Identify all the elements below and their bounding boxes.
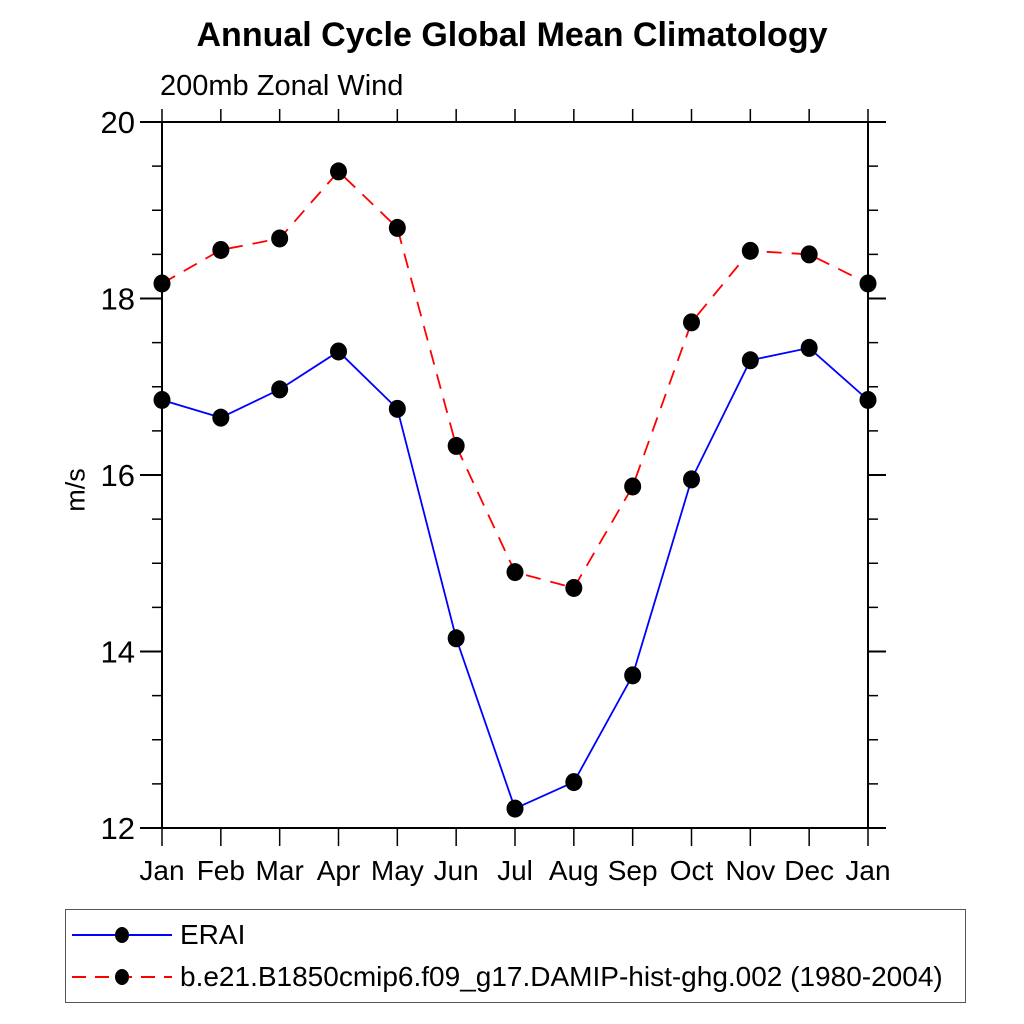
- y-tick-label: 18: [101, 282, 135, 317]
- data-point-marker-s0: [800, 338, 818, 357]
- data-point-marker-s1: [624, 477, 642, 496]
- data-point-marker-s1: [330, 162, 347, 181]
- y-tick-label: 20: [101, 105, 135, 140]
- data-point-marker-s0: [212, 408, 230, 427]
- x-tick-label: Feb: [197, 855, 245, 886]
- y-tick-label: 14: [101, 635, 135, 670]
- data-point-marker-s0: [683, 470, 700, 489]
- x-tick-label: Oct: [670, 855, 714, 886]
- x-tick-label: Apr: [317, 855, 361, 886]
- left-axis-subtitle: 200mb Zonal Wind: [160, 70, 404, 102]
- x-tick-label: Jan: [845, 855, 890, 886]
- data-point-marker-s1: [506, 563, 524, 582]
- x-tick-label: Jun: [434, 855, 479, 886]
- chart-title: Annual Cycle Global Mean Climatology: [196, 16, 828, 54]
- legend-line-sample-dashed: [72, 969, 172, 986]
- legend-marker-dot: [115, 969, 129, 986]
- y-tick-label: 12: [101, 811, 135, 846]
- data-point-marker-s0: [506, 799, 524, 818]
- x-tick-label: Sep: [608, 855, 658, 886]
- data-point-marker-s1: [388, 218, 406, 237]
- data-point-marker-s1: [683, 313, 700, 332]
- legend-label: ERAI: [180, 918, 246, 950]
- data-point-marker-s0: [153, 390, 171, 409]
- data-point-marker-s0: [330, 342, 347, 361]
- legend-label: b.e21.B1850cmip6.f09_g17.DAMIP-hist-ghg.…: [180, 961, 943, 993]
- x-tick-label: Dec: [784, 855, 834, 886]
- data-point-marker-s1: [741, 241, 759, 260]
- data-point-marker-s1: [565, 578, 583, 597]
- data-point-marker-s0: [565, 773, 583, 792]
- x-tick-label: May: [371, 855, 424, 886]
- data-point-marker-s1: [212, 240, 230, 259]
- x-tick-label: Mar: [256, 855, 304, 886]
- legend-marker-dot: [115, 926, 129, 943]
- data-point-marker-s1: [859, 274, 877, 293]
- legend-entry-erai: ERAI: [69, 915, 965, 955]
- x-tick-label: Aug: [549, 855, 599, 886]
- legend: ERAI b.e21.B1850cmip6.f09_g17.DAMIP-hist…: [65, 909, 966, 1003]
- data-point-marker-s0: [859, 390, 877, 409]
- axis-box: [161, 121, 869, 829]
- data-point-marker-s0: [388, 399, 406, 418]
- data-point-marker-s1: [800, 245, 818, 264]
- y-tick-label: 16: [101, 458, 135, 493]
- plot-area: 12 14 16 18 20 Jan Feb Mar Apr May Jun Jul Aug Sep Oct…: [101, 105, 891, 886]
- data-point-marker-s1: [447, 436, 465, 455]
- legend-line-sample-solid: [72, 926, 172, 943]
- data-point-marker-s0: [741, 351, 759, 370]
- series-line-1: [161, 170, 869, 590]
- data-point-marker-s0: [271, 380, 289, 399]
- legend-entry-model: b.e21.B1850cmip6.f09_g17.DAMIP-hist-ghg.…: [69, 957, 965, 997]
- data-point-marker-s0: [447, 629, 465, 648]
- data-point-marker-s0: [624, 666, 642, 685]
- x-tick-label: Jul: [497, 855, 533, 886]
- x-tick-label: Jan: [139, 855, 184, 886]
- x-tick-label: Nov: [725, 855, 775, 886]
- data-point-marker-s1: [271, 229, 289, 248]
- data-point-marker-s1: [153, 274, 171, 293]
